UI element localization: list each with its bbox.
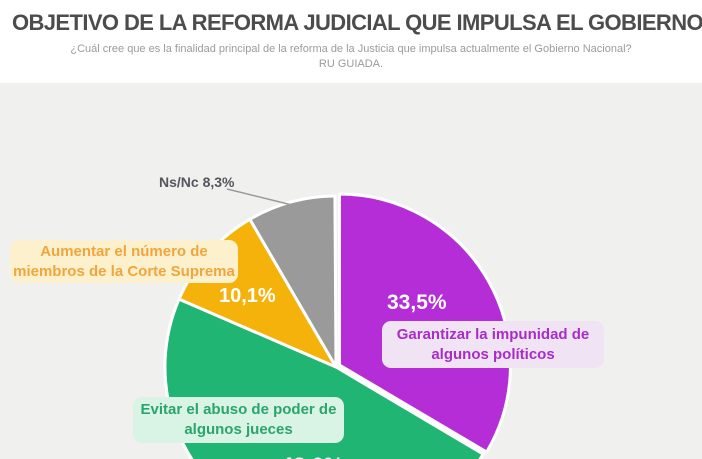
chart-title: OBJETIVO DE LA REFORMA JUDICIAL QUE IMPU… (12, 10, 702, 35)
percent-label-evitar: 48,0% (281, 453, 343, 459)
nsnc-label: Ns/Nc 8,3% (159, 174, 235, 190)
header: OBJETIVO DE LA REFORMA JUDICIAL QUE IMPU… (0, 0, 702, 83)
label-box-evitar-line2: algunos jueces (184, 421, 293, 438)
chart-area: Ns/Nc 8,3% 10,1% 33,5% 48,0% Aumentar el… (0, 83, 702, 459)
chart-subtitle-line2: RU GUIADA. (318, 58, 384, 70)
label-box-garantizar-line2: algunos políticos (431, 345, 555, 363)
label-box-evitar-line1: Evitar el abuso de poder de (140, 401, 337, 418)
label-box-evitar: Evitar el abuso de poder de algunos juec… (133, 397, 344, 443)
chart-subtitle: ¿Cuál cree que es la finalidad principal… (0, 42, 702, 72)
label-box-garantizar: Garantizar la impunidad de algunos polít… (382, 321, 604, 368)
label-box-garantizar-line1: Garantizar la impunidad de (396, 325, 590, 343)
label-box-aumentar-line2: miembros de la Corte Suprema (13, 262, 235, 280)
label-box-aumentar-line1: Aumentar el número de (40, 242, 208, 260)
nsnc-leader-line (226, 188, 297, 207)
percent-label-garantizar: 33,5% (387, 291, 447, 314)
percent-label-aumentar: 10,1% (219, 285, 276, 307)
chart-subtitle-line1: ¿Cuál cree que es la finalidad principal… (70, 43, 632, 55)
pie-slice-nsnc[interactable] (248, 194, 338, 369)
label-box-aumentar: Aumentar el número de miembros de la Cor… (10, 240, 238, 283)
